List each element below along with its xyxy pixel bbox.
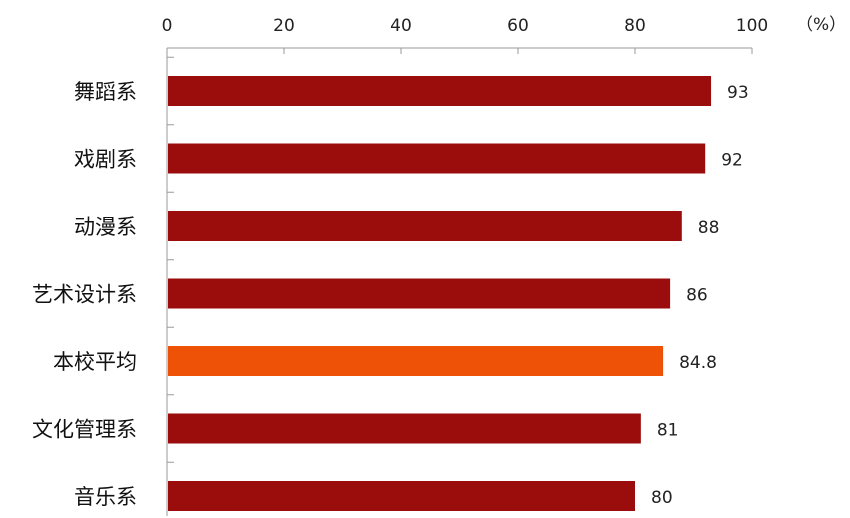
x-tick-label-20: 20 [273, 16, 295, 36]
category-label-2: 动漫系 [74, 215, 137, 239]
x-axis-unit-label: （%） [796, 15, 846, 35]
x-axis: 0 20 40 60 80 100 [162, 16, 768, 54]
y-axis [166, 48, 174, 516]
x-tick-label-0: 0 [162, 16, 173, 36]
x-tick-label-60: 60 [507, 16, 529, 36]
category-label-6: 音乐系 [74, 485, 137, 509]
x-tick-label-100: 100 [736, 16, 768, 36]
x-tick-label-40: 40 [390, 16, 412, 36]
category-label-5: 文化管理系 [32, 418, 137, 442]
value-label-3: 86 [686, 286, 708, 306]
value-labels: 93 92 88 86 84.8 81 80 [651, 83, 749, 508]
category-label-0: 舞蹈系 [74, 80, 137, 104]
bar-2 [168, 211, 682, 241]
category-label-4: 本校平均 [53, 350, 137, 374]
bar-5 [168, 413, 641, 444]
x-tick-label-80: 80 [624, 16, 646, 36]
value-label-2: 88 [698, 218, 720, 238]
bar-1 [168, 143, 706, 174]
category-label-3: 艺术设计系 [32, 283, 137, 307]
bars [168, 76, 712, 511]
bar-3 [168, 278, 671, 309]
bar-4 [168, 346, 664, 376]
value-label-0: 93 [727, 83, 749, 103]
value-label-1: 92 [721, 151, 743, 171]
bar-0 [168, 76, 712, 106]
category-label-1: 戏剧系 [74, 148, 137, 172]
value-label-5: 81 [657, 421, 679, 441]
value-label-6: 80 [651, 488, 673, 508]
bar-6 [168, 481, 635, 511]
value-label-4: 84.8 [679, 353, 717, 373]
